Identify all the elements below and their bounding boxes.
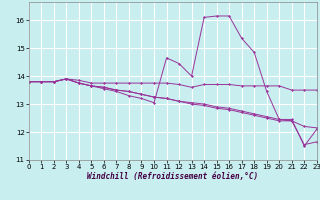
- X-axis label: Windchill (Refroidissement éolien,°C): Windchill (Refroidissement éolien,°C): [87, 172, 258, 181]
